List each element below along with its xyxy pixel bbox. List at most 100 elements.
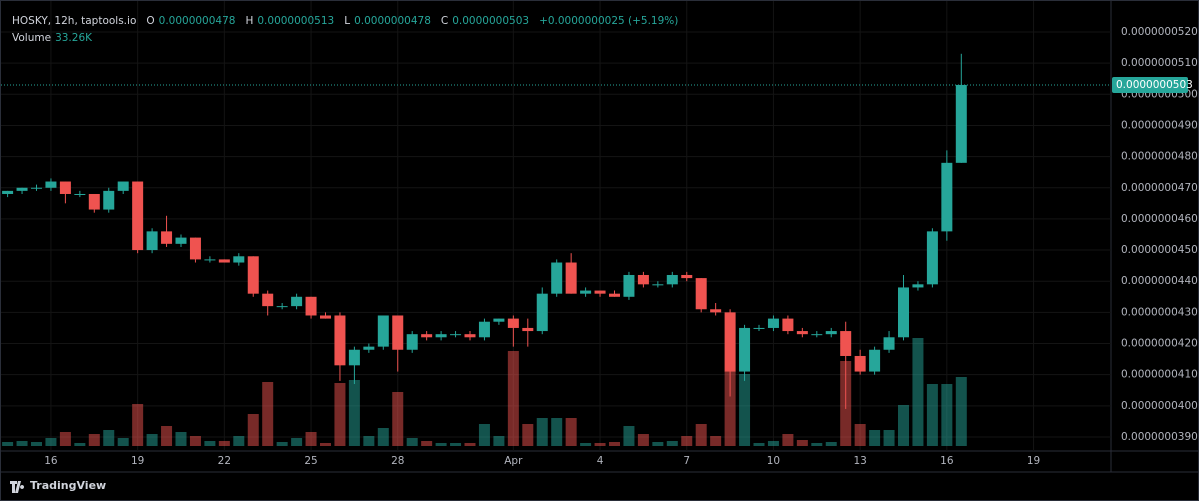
x-tick-label: 19: [131, 455, 144, 467]
candle-body: [811, 334, 823, 336]
candle-body: [912, 284, 924, 288]
y-tick-label: 0.0000000400: [1121, 400, 1198, 412]
volume-bar: [652, 442, 664, 446]
volume-bar: [348, 380, 360, 446]
last-price-box: [1112, 76, 1188, 93]
brand: TradingView: [30, 479, 107, 492]
candle-body: [623, 274, 635, 297]
volume-bar: [478, 424, 490, 446]
volume-bar: [825, 442, 837, 446]
x-tick-label: 25: [304, 455, 317, 467]
candle-body: [291, 296, 303, 307]
volume-bar: [623, 426, 635, 446]
candle-body: [724, 312, 736, 372]
candle-body: [536, 293, 548, 332]
candle-body: [854, 355, 866, 372]
candle-body: [637, 274, 649, 285]
candle-body: [507, 318, 519, 328]
x-tick-label: 10: [767, 455, 780, 467]
symbol: HOSKY, 12h, taptools.io: [12, 15, 137, 27]
x-tick-label: 22: [218, 455, 231, 467]
legend: HOSKY, 12h, taptools.io O 0.0000000478 H 0.…: [12, 13, 684, 47]
volume-bar: [464, 443, 476, 446]
y-tick-label: 0.0000000440: [1121, 275, 1198, 287]
volume-bar: [291, 438, 303, 446]
volume-bar: [233, 436, 245, 446]
candle-body: [551, 262, 563, 294]
candle-body: [955, 84, 967, 163]
candle-body: [103, 190, 115, 210]
volume-bar: [767, 441, 779, 446]
volume-bar: [189, 436, 201, 446]
volume-bar: [392, 392, 404, 446]
candle-body: [941, 162, 953, 232]
volume-bar: [536, 418, 548, 446]
volume-bar: [854, 424, 866, 446]
volume-bar: [161, 426, 173, 446]
candle-body: [421, 334, 433, 338]
candle-body: [175, 237, 187, 244]
candle-body: [132, 181, 144, 251]
volume-bar: [421, 441, 433, 446]
candle-body: [666, 274, 678, 285]
legend-row: Volume 33.26K: [12, 30, 684, 47]
volume-bar: [753, 443, 765, 446]
candle-body: [31, 187, 42, 189]
x-tick-label: 13: [853, 455, 866, 467]
candle-body: [161, 231, 173, 244]
candle-body: [146, 231, 158, 251]
volume-bar: [175, 432, 187, 446]
logo: [10, 481, 25, 493]
candle-body: [710, 309, 722, 313]
volume-bar: [926, 384, 938, 446]
volume-bar: [898, 405, 909, 446]
ohlc-value: 0.0000000478: [354, 15, 431, 27]
volume-layer: [2, 338, 967, 446]
candle-body: [74, 193, 86, 195]
volume-bar: [955, 376, 967, 446]
y-tick-label: 0.0000000510: [1121, 57, 1198, 69]
change: +0.0000000025 (+5.19%): [539, 15, 679, 27]
volume-bar: [334, 383, 346, 446]
y-tick-label: 0.0000000520: [1121, 26, 1198, 38]
volume-bar: [132, 404, 144, 446]
volume-bar: [565, 418, 577, 446]
ohlc-key: O: [146, 15, 155, 27]
candle-body: [767, 318, 779, 328]
candle-body: [88, 193, 100, 210]
candle-body: [825, 331, 837, 335]
candle-body: [363, 346, 375, 350]
last-price-label: 0.0000000503: [1116, 79, 1193, 91]
volume-bar: [695, 424, 707, 446]
candle-body: [406, 334, 418, 350]
candle-body: [695, 278, 707, 310]
y-tick-label: 0.0000000410: [1121, 369, 1198, 381]
candle-body: [580, 290, 592, 294]
candle-body: [16, 187, 28, 191]
candle-body: [377, 315, 389, 347]
candle-body: [609, 293, 620, 297]
legend-row: HOSKY, 12h, taptools.io O 0.0000000478 H 0.…: [12, 13, 684, 30]
candle-body: [594, 290, 606, 294]
x-tick-label: 28: [391, 455, 404, 467]
candle-body: [883, 337, 895, 350]
candle-body: [782, 318, 794, 332]
candle-body: [565, 262, 577, 294]
volume-bar: [811, 443, 823, 446]
y-tick-label: 0.0000000470: [1121, 182, 1198, 194]
volume-bar: [218, 441, 230, 446]
candle-body: [493, 318, 505, 322]
volume-bar: [435, 443, 447, 446]
x-tick-label: 4: [597, 455, 604, 467]
candle-layer: [2, 53, 967, 409]
candle-body: [320, 315, 331, 319]
volume-bar: [103, 430, 115, 446]
volume-bar: [74, 443, 86, 446]
ohlc-key: C: [440, 15, 449, 27]
volume-bar: [31, 442, 42, 446]
candle-body: [247, 256, 259, 294]
volume-bar: [377, 428, 389, 446]
candle-body: [739, 327, 751, 372]
